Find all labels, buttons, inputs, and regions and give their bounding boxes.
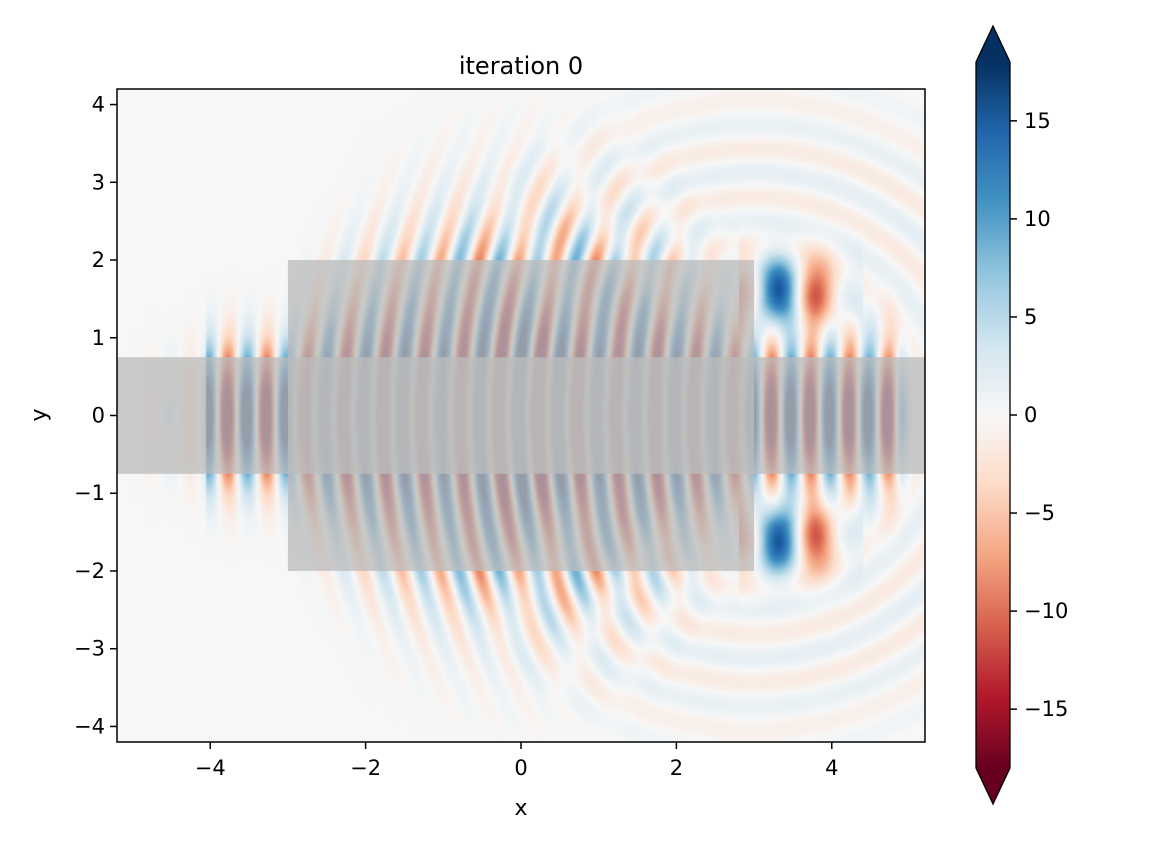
x-tick-label: 2 [670,756,683,780]
colorbar-outline [975,24,1011,806]
y-tick-label: −1 [74,481,105,505]
y-tick-label: 4 [92,93,105,117]
y-tick-label: 3 [92,170,105,194]
colorbar-tick-label: 5 [1024,305,1037,329]
colorbar-tick-label: −5 [1024,501,1055,525]
plot-area [116,88,926,743]
x-axis-label: x [514,796,527,821]
x-tick-label: −2 [350,756,381,780]
y-tick-label: 1 [92,326,105,350]
x-tick-label: 4 [825,756,838,780]
y-axis-label: y [27,408,52,421]
y-tick-label: −2 [74,559,105,583]
colorbar-extend-max [976,26,1010,62]
colorbar-gradient [976,62,1010,768]
chart-title: iteration 0 [459,52,583,80]
colorbar: −15 −10 −5 0 5 10 15 [975,24,1068,806]
colorbar-tick-label: 10 [1024,207,1051,231]
y-axis-ticks: −4 −3 −2 −1 0 1 2 3 4 [74,93,117,738]
y-tick-label: −4 [74,714,105,738]
colorbar-extend-min [976,768,1010,804]
x-tick-label: 0 [514,756,527,780]
colorbar-tick-label: 0 [1024,403,1037,427]
x-tick-label: −4 [195,756,226,780]
x-axis-ticks: −4 −2 0 2 4 [195,742,838,780]
colorbar-tick-label: −15 [1024,697,1068,721]
y-tick-label: 2 [92,248,105,272]
colorbar-tick-label: 15 [1024,109,1051,133]
y-tick-label: 0 [92,404,105,428]
design-region-overlay [287,260,755,571]
colorbar-tick-label: −10 [1024,599,1068,623]
y-tick-label: −3 [74,637,105,661]
